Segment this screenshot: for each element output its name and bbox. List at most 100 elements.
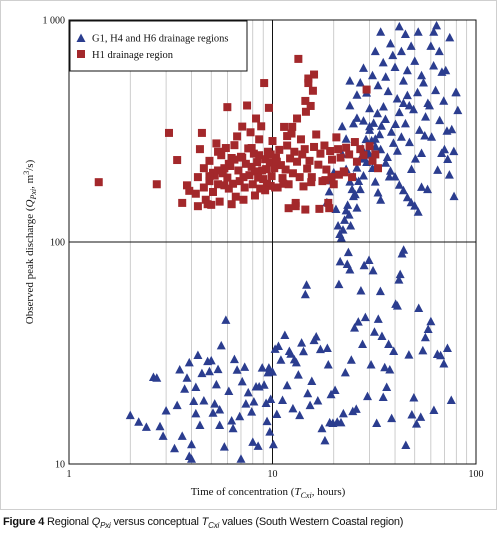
data-point-triangle: [359, 260, 369, 270]
data-point-triangle: [236, 454, 246, 463]
data-point-square: [240, 183, 249, 192]
data-point-triangle: [367, 70, 377, 80]
data-point-triangle: [378, 102, 388, 111]
data-point-square: [336, 153, 345, 162]
data-point-triangle: [404, 350, 414, 359]
data-point-triangle: [423, 98, 433, 108]
data-point-triangle: [439, 144, 449, 154]
data-point-square: [245, 171, 254, 180]
x-tick-label: 1: [67, 469, 72, 480]
data-point-triangle: [378, 57, 388, 67]
data-point-triangle: [213, 364, 223, 374]
data-point-square: [230, 155, 239, 164]
data-point-triangle: [423, 184, 433, 194]
data-point-square: [227, 200, 236, 209]
data-point-triangle: [402, 192, 412, 202]
data-point-triangle: [305, 400, 315, 410]
data-point-triangle: [409, 393, 419, 402]
data-point-square: [235, 177, 244, 186]
data-point-triangle: [369, 327, 379, 336]
data-point-triangle: [421, 112, 431, 121]
data-point-triangle: [390, 62, 400, 72]
data-point-square: [212, 139, 221, 148]
data-point-triangle: [358, 63, 368, 72]
data-point-square: [293, 114, 302, 123]
data-point-square: [322, 165, 331, 174]
data-point-triangle: [352, 203, 362, 212]
data-point-triangle: [273, 341, 283, 350]
data-point-square: [365, 142, 374, 151]
data-point-triangle: [400, 118, 410, 128]
data-point-square: [301, 96, 310, 105]
data-point-triangle: [388, 50, 398, 60]
data-point-triangle: [392, 94, 402, 103]
data-point-triangle: [350, 323, 360, 332]
data-point-triangle: [344, 210, 354, 219]
data-point-square: [197, 128, 206, 137]
data-point-triangle: [257, 363, 267, 372]
data-point-triangle: [439, 96, 449, 105]
data-point-square: [191, 189, 200, 198]
data-point-square: [234, 166, 243, 175]
data-point-square: [291, 202, 300, 211]
data-point-square: [253, 158, 262, 167]
data-point-square: [207, 200, 216, 209]
data-point-square: [229, 179, 238, 188]
caption-label: Figure 4: [3, 516, 45, 528]
data-point-triangle: [237, 376, 247, 386]
data-point-square: [350, 138, 359, 147]
data-point-triangle: [300, 289, 310, 299]
data-point-triangle: [418, 77, 428, 87]
data-point-triangle: [261, 398, 271, 408]
data-point-triangle: [385, 364, 395, 374]
data-point-triangle: [224, 386, 234, 395]
data-point-triangle: [323, 359, 333, 369]
data-point-square: [307, 178, 316, 187]
data-point-triangle: [387, 413, 397, 423]
data-point-triangle: [334, 279, 344, 289]
data-point-triangle: [125, 410, 135, 420]
data-point-triangle: [402, 90, 412, 100]
data-point-triangle: [392, 301, 402, 310]
data-point-square: [312, 130, 321, 139]
data-point-triangle: [401, 440, 411, 450]
data-point-square: [296, 135, 305, 144]
data-point-square: [299, 182, 308, 191]
legend-box: [69, 20, 248, 72]
data-point-triangle: [394, 275, 404, 284]
data-point-triangle: [446, 395, 456, 405]
data-point-square: [214, 166, 223, 175]
data-point-triangle: [370, 177, 380, 186]
data-point-square: [252, 114, 261, 123]
data-point-square: [247, 162, 256, 171]
data-point-triangle: [449, 191, 459, 201]
data-point-square: [325, 204, 334, 213]
data-point-square: [286, 154, 295, 163]
data-point-triangle: [407, 410, 417, 419]
y-tick-label: 10: [55, 460, 65, 471]
data-point-triangle: [293, 370, 303, 379]
data-point-triangle: [272, 409, 282, 418]
data-point-triangle: [229, 354, 239, 364]
data-point-square: [223, 103, 232, 112]
data-point-triangle: [262, 416, 272, 426]
data-point-triangle: [373, 314, 383, 323]
data-point-square: [220, 181, 229, 190]
data-point-triangle: [392, 146, 402, 155]
data-point-square: [223, 173, 232, 182]
data-point-triangle: [187, 454, 197, 463]
data-point-triangle: [210, 399, 220, 408]
data-point-triangle: [373, 80, 383, 90]
data-point-triangle: [335, 256, 345, 266]
data-point-triangle: [235, 411, 245, 421]
data-point-square: [250, 191, 259, 200]
data-point-square: [260, 79, 269, 88]
data-point-triangle: [358, 171, 368, 180]
data-point-square: [224, 159, 233, 168]
data-point-triangle: [411, 419, 421, 428]
data-point-square: [215, 197, 224, 206]
data-point-triangle: [385, 38, 395, 48]
data-point-square: [224, 184, 233, 193]
data-point-triangle: [373, 188, 383, 197]
